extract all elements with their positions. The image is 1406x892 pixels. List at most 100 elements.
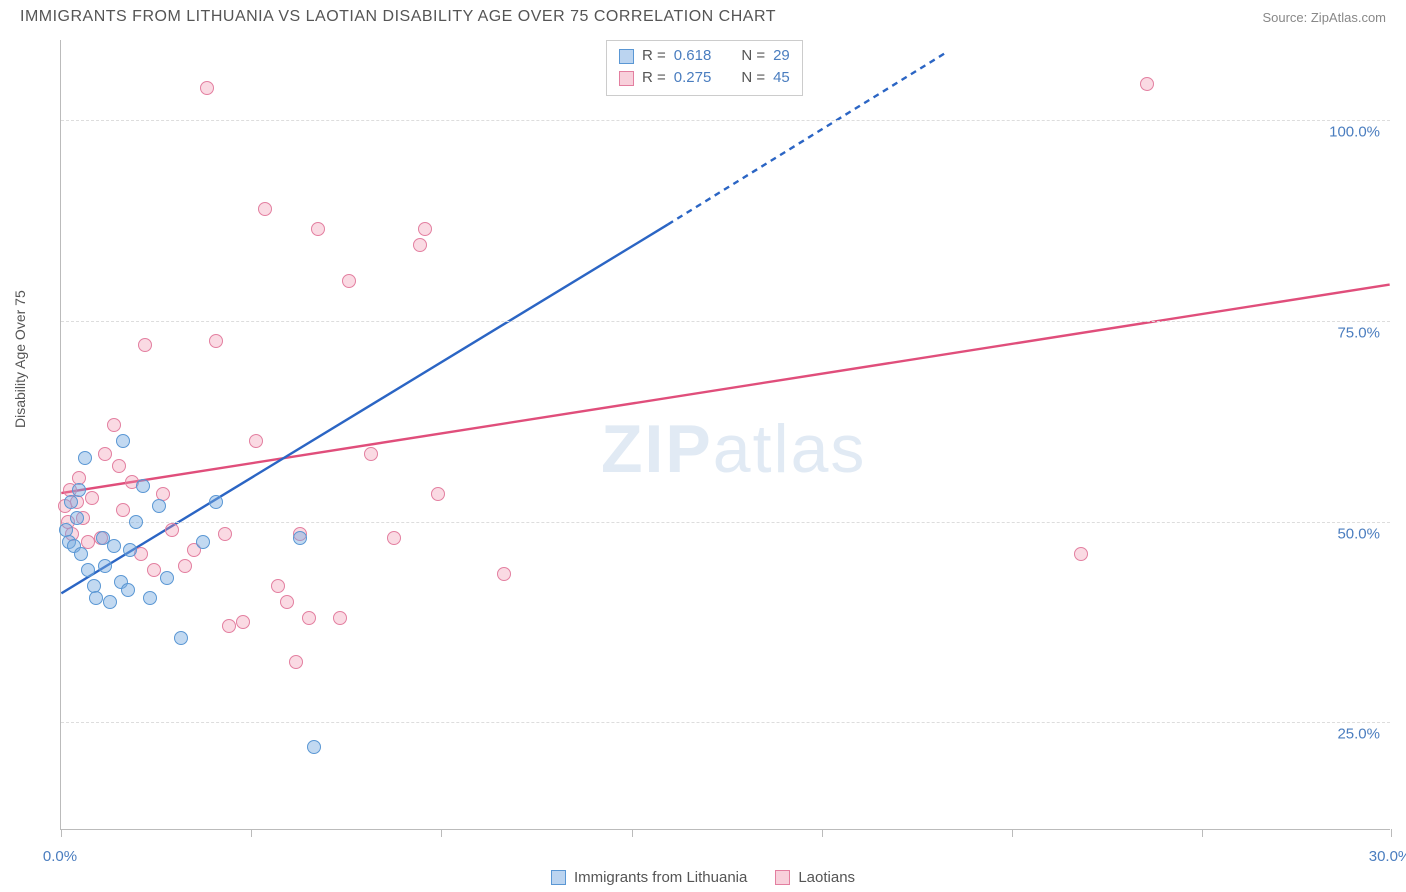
- scatter-point-lithuania: [123, 543, 137, 557]
- scatter-point-laotians: [236, 615, 250, 629]
- gridline-horizontal: [61, 120, 1390, 121]
- stats-row: R = 0.275 N = 45: [619, 67, 790, 89]
- scatter-point-laotians: [289, 655, 303, 669]
- legend-item: Immigrants from Lithuania: [551, 869, 747, 886]
- scatter-point-laotians: [1140, 77, 1154, 91]
- scatter-point-laotians: [218, 527, 232, 541]
- x-tick: [632, 829, 633, 837]
- scatter-point-laotians: [302, 611, 316, 625]
- trend-line: [61, 285, 1389, 493]
- stat-r-value: 0.275: [674, 67, 712, 89]
- legend-label: Laotians: [798, 869, 855, 886]
- y-tick-label: 100.0%: [1329, 124, 1380, 141]
- scatter-point-laotians: [497, 567, 511, 581]
- scatter-point-laotians: [342, 274, 356, 288]
- y-axis-label: Disability Age Over 75: [12, 290, 28, 428]
- scatter-point-lithuania: [136, 479, 150, 493]
- scatter-point-laotians: [98, 447, 112, 461]
- x-tick: [251, 829, 252, 837]
- scatter-point-lithuania: [209, 495, 223, 509]
- scatter-point-lithuania: [307, 740, 321, 754]
- stat-r-label: R =: [642, 45, 666, 67]
- scatter-point-laotians: [311, 222, 325, 236]
- chart-title: IMMIGRANTS FROM LITHUANIA VS LAOTIAN DIS…: [20, 8, 776, 26]
- scatter-point-laotians: [138, 338, 152, 352]
- watermark-light: atlas: [713, 411, 867, 487]
- scatter-point-laotians: [413, 238, 427, 252]
- scatter-point-lithuania: [81, 563, 95, 577]
- trend-line: [61, 224, 668, 593]
- scatter-point-laotians: [200, 81, 214, 95]
- x-tick: [822, 829, 823, 837]
- legend-swatch-icon: [551, 870, 566, 885]
- scatter-point-lithuania: [293, 531, 307, 545]
- scatter-point-laotians: [116, 503, 130, 517]
- legend-item: Laotians: [775, 869, 855, 886]
- scatter-point-lithuania: [129, 515, 143, 529]
- scatter-point-lithuania: [103, 595, 117, 609]
- scatter-point-lithuania: [143, 591, 157, 605]
- chart-source: Source: ZipAtlas.com: [1262, 10, 1386, 25]
- scatter-point-lithuania: [116, 434, 130, 448]
- stat-n-label: N =: [741, 67, 765, 89]
- scatter-point-laotians: [418, 222, 432, 236]
- scatter-point-laotians: [147, 563, 161, 577]
- x-tick-label-max: 30.0%: [1369, 848, 1406, 865]
- scatter-point-laotians: [107, 418, 121, 432]
- scatter-point-laotians: [431, 487, 445, 501]
- stats-legend-box: R = 0.618 N = 29 R = 0.275 N = 45: [606, 40, 803, 96]
- gridline-horizontal: [61, 522, 1390, 523]
- legend-swatch-icon: [775, 870, 790, 885]
- stat-n-value: 29: [773, 45, 790, 67]
- scatter-point-laotians: [222, 619, 236, 633]
- gridline-horizontal: [61, 321, 1390, 322]
- stat-r-value: 0.618: [674, 45, 712, 67]
- watermark: ZIPatlas: [601, 410, 866, 488]
- y-tick-label: 75.0%: [1337, 325, 1380, 342]
- x-tick: [441, 829, 442, 837]
- scatter-point-laotians: [258, 202, 272, 216]
- stat-r-label: R =: [642, 67, 666, 89]
- scatter-point-laotians: [271, 579, 285, 593]
- scatter-point-laotians: [280, 595, 294, 609]
- stat-n-value: 45: [773, 67, 790, 89]
- scatter-point-lithuania: [98, 559, 112, 573]
- scatter-point-lithuania: [196, 535, 210, 549]
- scatter-point-laotians: [178, 559, 192, 573]
- legend-label: Immigrants from Lithuania: [574, 869, 747, 886]
- scatter-point-lithuania: [78, 451, 92, 465]
- scatter-point-lithuania: [89, 591, 103, 605]
- stat-n-label: N =: [741, 45, 765, 67]
- scatter-point-lithuania: [107, 539, 121, 553]
- scatter-point-laotians: [165, 523, 179, 537]
- scatter-point-lithuania: [74, 547, 88, 561]
- scatter-point-lithuania: [160, 571, 174, 585]
- scatter-point-lithuania: [72, 483, 86, 497]
- y-tick-label: 50.0%: [1337, 525, 1380, 542]
- scatter-point-laotians: [112, 459, 126, 473]
- y-tick-label: 25.0%: [1337, 726, 1380, 743]
- stats-row: R = 0.618 N = 29: [619, 45, 790, 67]
- scatter-point-laotians: [333, 611, 347, 625]
- legend-swatch-icon: [619, 71, 634, 86]
- scatter-point-laotians: [249, 434, 263, 448]
- scatter-point-laotians: [387, 531, 401, 545]
- legend-swatch-icon: [619, 49, 634, 64]
- chart-header: IMMIGRANTS FROM LITHUANIA VS LAOTIAN DIS…: [0, 0, 1406, 30]
- trend-lines-svg: [61, 40, 1390, 829]
- scatter-point-laotians: [364, 447, 378, 461]
- scatter-point-lithuania: [64, 495, 78, 509]
- x-tick: [1391, 829, 1392, 837]
- scatter-point-laotians: [85, 491, 99, 505]
- x-tick: [1012, 829, 1013, 837]
- scatter-point-lithuania: [70, 511, 84, 525]
- x-tick: [1202, 829, 1203, 837]
- scatter-point-laotians: [1074, 547, 1088, 561]
- scatter-point-lithuania: [121, 583, 135, 597]
- gridline-horizontal: [61, 722, 1390, 723]
- scatter-point-laotians: [209, 334, 223, 348]
- watermark-bold: ZIP: [601, 411, 713, 487]
- chart-plot-area: ZIPatlas R = 0.618 N = 29 R = 0.275 N = 45 25.0…: [60, 40, 1390, 830]
- scatter-point-lithuania: [152, 499, 166, 513]
- scatter-point-lithuania: [174, 631, 188, 645]
